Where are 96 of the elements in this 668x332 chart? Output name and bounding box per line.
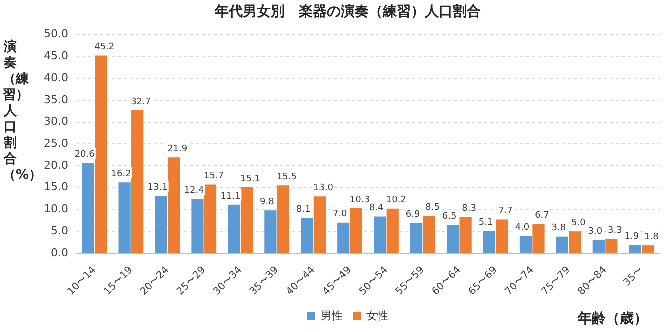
bar xyxy=(155,196,168,253)
bar xyxy=(350,208,362,253)
bar xyxy=(532,224,545,253)
data-label: 45.2 xyxy=(94,42,115,53)
bar xyxy=(228,204,240,253)
x-axis-title: 年齢（歳） xyxy=(578,310,648,328)
data-label: 7.7 xyxy=(498,206,513,217)
bar xyxy=(240,187,254,253)
data-label: 1.9 xyxy=(624,232,640,242)
bar xyxy=(642,246,654,253)
bar xyxy=(204,184,217,253)
bar xyxy=(629,245,642,253)
data-label: 15.7 xyxy=(204,172,224,182)
x-tick-label: 20〜24 xyxy=(138,264,172,298)
y-tick-label: 5.0 xyxy=(50,224,68,238)
data-label: 8.3 xyxy=(462,204,476,214)
bar xyxy=(192,199,204,253)
bar xyxy=(132,110,144,253)
y-tick-label: 30.0 xyxy=(44,115,68,128)
data-label: 9.8 xyxy=(260,197,275,208)
x-tick-label: 50〜54 xyxy=(358,264,390,298)
data-label: 6.9 xyxy=(406,210,420,220)
data-label: 15.1 xyxy=(240,174,261,184)
data-label: 1.8 xyxy=(644,232,660,242)
y-tick-label: 35.0 xyxy=(44,93,68,106)
data-label: 8.1 xyxy=(296,204,311,215)
data-label: 16.2 xyxy=(111,169,132,180)
y-tick-label: 10.0 xyxy=(44,202,68,216)
bar xyxy=(95,56,108,253)
x-tick-label: 75〜79 xyxy=(540,264,573,298)
chart-title: 年代男女別 楽器の演奏（練習）人口割合 xyxy=(214,3,481,20)
bar xyxy=(556,236,569,253)
bar xyxy=(520,236,532,253)
bar xyxy=(446,225,460,253)
legend-label: 男性 xyxy=(321,309,343,322)
bar xyxy=(301,218,314,253)
y-tick-label: 15.0 xyxy=(44,180,68,194)
x-tick-label: 30〜34 xyxy=(212,264,245,298)
bar xyxy=(496,220,508,253)
x-tick-label: 55〜59 xyxy=(394,264,427,298)
data-label: 6.7 xyxy=(535,210,550,221)
data-label: 32.7 xyxy=(131,97,152,108)
bar xyxy=(592,240,605,253)
y-tick-label: 0.0 xyxy=(50,246,68,260)
y-tick-label: 20.0 xyxy=(44,158,68,172)
bar xyxy=(606,239,618,253)
x-tick-label: 80〜84 xyxy=(576,264,610,298)
bar xyxy=(82,163,94,253)
bar xyxy=(374,216,386,253)
data-label: 7.0 xyxy=(332,210,348,220)
bar xyxy=(423,216,436,253)
bar xyxy=(460,217,472,253)
data-label: 3.3 xyxy=(608,226,622,236)
data-label: 15.5 xyxy=(276,172,297,183)
bar xyxy=(338,222,350,253)
bar xyxy=(118,182,131,253)
data-label: 8.5 xyxy=(426,203,440,214)
x-tick-label: 10〜14 xyxy=(66,264,99,298)
x-tick-label: 15〜19 xyxy=(102,264,136,298)
data-label: 5.1 xyxy=(478,218,494,228)
data-label: 10.2 xyxy=(386,196,406,206)
bar xyxy=(483,231,496,253)
x-tick-label: 65〜69 xyxy=(466,264,500,298)
y-tick-label: 40.0 xyxy=(44,71,68,84)
bar xyxy=(386,208,399,253)
x-tick-label: 40〜44 xyxy=(284,264,318,298)
x-tick-label: 25〜29 xyxy=(175,264,208,298)
x-tick-label: 35〜 xyxy=(622,264,646,289)
data-label: 3.0 xyxy=(588,227,603,238)
data-label: 5.0 xyxy=(572,218,586,228)
y-tick-label: 25.0 xyxy=(44,136,68,150)
x-tick-label: 60〜64 xyxy=(430,264,464,298)
bar xyxy=(264,210,277,253)
data-label: 10.3 xyxy=(350,195,370,206)
data-label: 6.5 xyxy=(442,212,457,222)
bar xyxy=(314,196,326,253)
x-tick-label: 70〜74 xyxy=(503,264,536,298)
data-label: 12.4 xyxy=(184,186,205,196)
data-label: 13.1 xyxy=(148,183,168,194)
y-tick-label: 50.0 xyxy=(44,28,68,41)
bar xyxy=(410,223,423,253)
data-label: 8.4 xyxy=(369,204,384,214)
x-tick-label: 45〜49 xyxy=(321,264,354,298)
data-label: 20.6 xyxy=(74,150,96,160)
legend-label: 女性 xyxy=(366,309,388,322)
bar xyxy=(569,232,582,253)
data-label: 4.0 xyxy=(515,222,530,233)
bar xyxy=(168,158,180,253)
y-tick-label: 45.0 xyxy=(44,50,68,63)
data-label: 21.9 xyxy=(168,144,188,155)
x-tick-label: 35〜39 xyxy=(248,264,282,298)
data-label: 13.0 xyxy=(313,183,334,194)
data-label: 11.1 xyxy=(220,192,241,202)
bar xyxy=(277,186,290,253)
text: 演奏（練習）人口割合（%） xyxy=(3,40,42,183)
data-label: 3.8 xyxy=(552,224,566,234)
